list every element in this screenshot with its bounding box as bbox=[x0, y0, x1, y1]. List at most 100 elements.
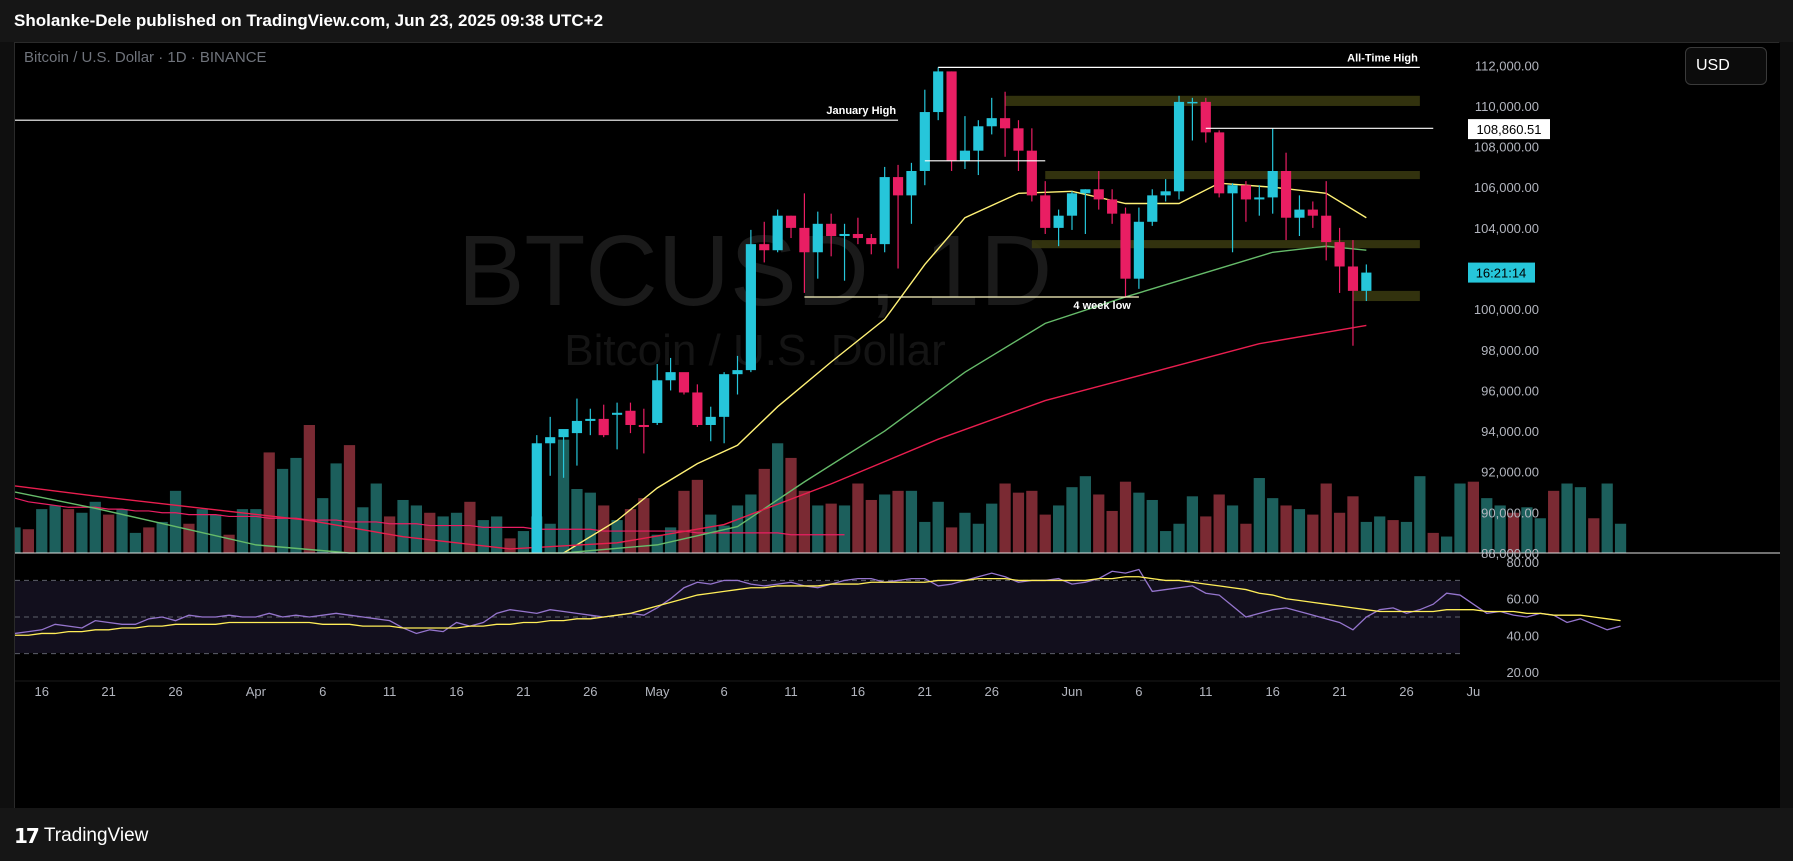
volume-bar bbox=[1280, 505, 1292, 553]
candle-body bbox=[1254, 197, 1265, 200]
volume-bar bbox=[464, 501, 476, 553]
volume-bar bbox=[705, 514, 717, 553]
volume-bar bbox=[584, 492, 596, 553]
volume-bar bbox=[1441, 536, 1453, 553]
volume-bar bbox=[450, 512, 463, 553]
support-resistance-zone bbox=[1352, 290, 1420, 302]
volume-bar bbox=[1240, 523, 1252, 553]
time-axis-tick: 6 bbox=[721, 684, 728, 699]
volume-bar bbox=[731, 505, 744, 553]
volume-bar bbox=[143, 527, 155, 553]
volume-bar bbox=[196, 509, 208, 553]
candle-body bbox=[1200, 101, 1211, 133]
candle-body bbox=[799, 227, 810, 253]
volume-bar bbox=[250, 509, 262, 553]
volume-bar bbox=[343, 445, 356, 553]
volume-bar bbox=[1481, 498, 1493, 553]
rsi-axis-tick: 40.00 bbox=[1506, 628, 1539, 643]
time-axis-tick: 21 bbox=[101, 684, 115, 699]
support-resistance-zone bbox=[1045, 170, 1420, 180]
volume-bar bbox=[210, 514, 222, 553]
candle-body bbox=[759, 244, 770, 251]
candle-body bbox=[1013, 128, 1024, 151]
candle-body bbox=[1227, 185, 1238, 194]
volume-bar bbox=[999, 483, 1011, 553]
volume-bar bbox=[1119, 481, 1132, 553]
candle-body bbox=[652, 380, 663, 423]
volume-bar bbox=[410, 505, 423, 553]
volume-bar bbox=[129, 532, 142, 553]
time-axis-tick: 21 bbox=[918, 684, 932, 699]
volume-bar bbox=[1374, 516, 1386, 553]
candle-body bbox=[1240, 185, 1252, 200]
currency-button[interactable]: USD bbox=[1685, 47, 1767, 85]
volume-bar bbox=[1534, 518, 1546, 553]
volume-bar bbox=[1146, 499, 1158, 553]
candle-body bbox=[719, 374, 730, 417]
volume-bar bbox=[330, 463, 342, 553]
chart-panel[interactable]: BTCUSD, 1D Bitcoin / U.S. Dollar All-Time … bbox=[14, 42, 1780, 809]
time-axis-tick: 11 bbox=[383, 684, 397, 699]
candle-body bbox=[1187, 101, 1198, 104]
volume-bar bbox=[1387, 520, 1399, 553]
volume-bar bbox=[1320, 483, 1332, 553]
volume-bar bbox=[1574, 487, 1587, 553]
candle-body bbox=[1026, 150, 1037, 196]
rsi-axis-tick: 80.00 bbox=[1506, 555, 1539, 570]
moving-average-line bbox=[563, 182, 1367, 554]
chart-title: Bitcoin / U.S. Dollar · 1D · BINANCE bbox=[24, 49, 267, 66]
candle-body bbox=[1294, 209, 1305, 218]
volume-bar bbox=[1307, 514, 1319, 553]
candle-body bbox=[665, 372, 676, 381]
time-axis-tick: Ju bbox=[1467, 684, 1481, 699]
candle-body bbox=[839, 233, 850, 237]
candle-body bbox=[892, 177, 904, 196]
candle-body bbox=[1280, 170, 1292, 218]
publisher-header: Sholanke-Dele published on TradingView.c… bbox=[0, 0, 1793, 42]
volume-bar bbox=[557, 439, 570, 553]
candle-body bbox=[946, 71, 957, 161]
volume-bar bbox=[1133, 492, 1145, 553]
volume-bar bbox=[825, 503, 837, 553]
volume-bar bbox=[437, 516, 449, 553]
volume-bar bbox=[892, 490, 904, 553]
candle-body bbox=[558, 429, 569, 438]
volume-bar bbox=[772, 443, 784, 553]
volume-bar bbox=[1026, 490, 1038, 553]
support-resistance-zone bbox=[1031, 240, 1420, 249]
time-axis-tick: Apr bbox=[246, 684, 267, 699]
volume-bar bbox=[718, 525, 730, 553]
time-axis-tick: 16 bbox=[449, 684, 463, 699]
volume-bar bbox=[1454, 483, 1466, 553]
volume-bar bbox=[169, 490, 182, 553]
volume-bar bbox=[1066, 487, 1078, 553]
candle-body bbox=[638, 424, 649, 428]
volume-bar bbox=[116, 509, 128, 553]
tradingview-logo[interactable]: 17 TradingView bbox=[14, 824, 148, 848]
volume-bar bbox=[651, 534, 663, 553]
volume-bar bbox=[1614, 523, 1627, 553]
volume-bar bbox=[812, 505, 824, 553]
time-axis-tick: 26 bbox=[984, 684, 998, 699]
price-axis-tick: 110,000.00 bbox=[1475, 99, 1539, 114]
candle-body bbox=[598, 418, 609, 436]
volume-bar bbox=[156, 521, 168, 553]
candle-body bbox=[1214, 132, 1225, 194]
volume-bar bbox=[798, 490, 811, 553]
candle-body bbox=[879, 177, 890, 245]
level-label: 4 week low bbox=[1073, 300, 1131, 312]
volume-bar bbox=[236, 509, 249, 553]
volume-bar bbox=[1507, 512, 1520, 553]
candle-body bbox=[1093, 189, 1104, 200]
volume-bar bbox=[959, 512, 971, 553]
volume-bar bbox=[571, 489, 583, 553]
volume-bar bbox=[1400, 521, 1413, 553]
price-axis-tick: 106,000.00 bbox=[1474, 180, 1539, 195]
candle-body bbox=[1053, 215, 1064, 228]
volume-bar bbox=[1267, 498, 1279, 553]
volume-bar bbox=[49, 505, 61, 553]
candle-body bbox=[785, 215, 797, 228]
volume-bar bbox=[1213, 494, 1225, 553]
candle-body bbox=[585, 418, 596, 421]
